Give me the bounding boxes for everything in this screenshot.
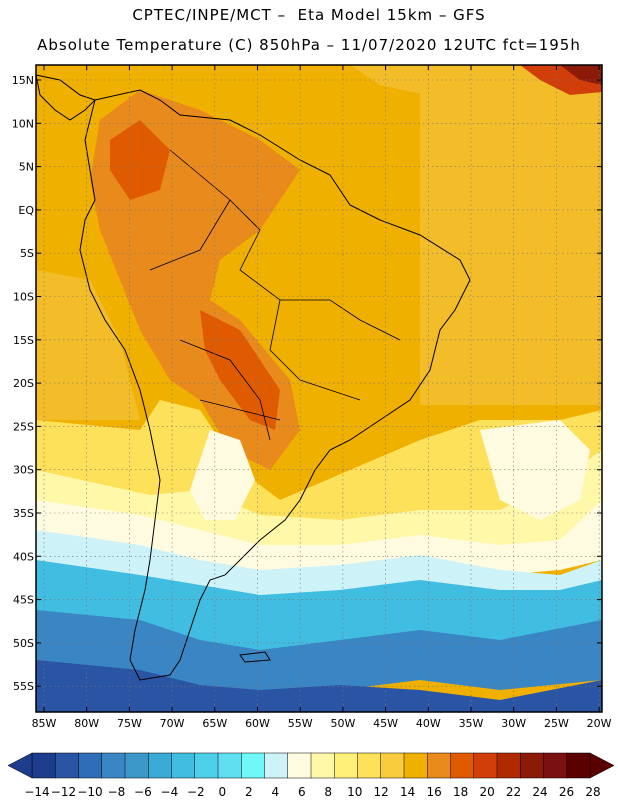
legend-swatch bbox=[241, 752, 266, 779]
lon-tick-label: 65W bbox=[202, 717, 227, 730]
temperature-map: 15N 10N 5N EQ 5S 10S 15S 20S 25S 30S 35S 40S 45S 50S 5… bbox=[12, 64, 612, 730]
field-lightcyan-plume bbox=[190, 430, 255, 520]
legend-swatch bbox=[520, 752, 545, 779]
legend-label: −10 bbox=[77, 785, 102, 799]
legend-swatch bbox=[403, 752, 428, 779]
legend-swatch bbox=[566, 752, 591, 779]
field-hot-ne-corner-core bbox=[560, 65, 602, 85]
field-atlantic-cream bbox=[480, 420, 590, 520]
lon-tick-label: 50W bbox=[330, 717, 355, 730]
legend-swatch bbox=[543, 752, 568, 779]
lat-tick-label: 10N bbox=[12, 117, 34, 130]
legend-label: 18 bbox=[453, 785, 468, 799]
legend-label: 8 bbox=[324, 785, 332, 799]
lat-tick-label: 30S bbox=[13, 464, 34, 477]
legend-arrow-right bbox=[589, 752, 615, 779]
lon-tick-label: 60W bbox=[245, 717, 270, 730]
legend-swatch bbox=[450, 752, 475, 779]
legend-label: 28 bbox=[585, 785, 600, 799]
color-legend: −14 −12 −10 −8 −6 −4 −2 0 2 4 6 8 10 12 14 16 18 20 22 24 26… bbox=[7, 752, 615, 799]
legend-swatch bbox=[148, 752, 173, 779]
legend-arrow-left bbox=[7, 752, 33, 779]
legend-swatch bbox=[357, 752, 382, 779]
lon-tick-label: 20W bbox=[587, 717, 612, 730]
legend-swatch bbox=[264, 752, 289, 779]
legend-label: 4 bbox=[271, 785, 279, 799]
legend-label: −4 bbox=[161, 785, 179, 799]
lat-tick-label: 5N bbox=[19, 161, 34, 174]
falkland-islands bbox=[239, 651, 271, 663]
legend-label: −8 bbox=[108, 785, 126, 799]
legend-swatch bbox=[124, 752, 149, 779]
legend-labels: −14 −12 −10 −8 −6 −4 −2 0 2 4 6 8 10 12 14 16 18 20 22 24 26… bbox=[24, 785, 600, 799]
legend-label: 26 bbox=[559, 785, 574, 799]
legend-label: 10 bbox=[347, 785, 362, 799]
legend-swatch bbox=[194, 752, 219, 779]
lon-tick-label: 40W bbox=[416, 717, 441, 730]
legend-label: −2 bbox=[187, 785, 205, 799]
lat-tick-label: 10S bbox=[13, 291, 34, 304]
title-line-2: Absolute Temperature (C) 850hPa – 11/07/… bbox=[37, 36, 581, 54]
lon-tick-label: 25W bbox=[544, 717, 569, 730]
legend-label: 6 bbox=[298, 785, 306, 799]
lat-tick-label: 20S bbox=[13, 377, 34, 390]
legend-swatch bbox=[427, 752, 452, 779]
legend-swatch bbox=[287, 752, 312, 779]
lat-tick-label: 5S bbox=[20, 247, 34, 260]
legend-label: 22 bbox=[506, 785, 521, 799]
legend-swatch bbox=[496, 752, 521, 779]
lon-tick-label: 30W bbox=[501, 717, 526, 730]
legend-swatch bbox=[101, 752, 126, 779]
lat-tick-label: 40S bbox=[13, 550, 34, 563]
legend-swatch bbox=[473, 752, 498, 779]
legend-swatch bbox=[310, 752, 335, 779]
legend-label: −14 bbox=[24, 785, 49, 799]
lat-tick-label: EQ bbox=[18, 204, 34, 217]
legend-swatch bbox=[78, 752, 103, 779]
legend-swatch bbox=[217, 752, 242, 779]
field-northeast bbox=[420, 65, 602, 405]
legend-label: −12 bbox=[51, 785, 76, 799]
legend-swatch bbox=[380, 752, 405, 779]
lon-tick-label: 55W bbox=[288, 717, 313, 730]
lon-tick-label: 75W bbox=[117, 717, 142, 730]
lat-tick-label: 55S bbox=[13, 680, 34, 693]
legend-label: 24 bbox=[532, 785, 547, 799]
legend-bar bbox=[7, 752, 615, 779]
legend-label: 16 bbox=[427, 785, 442, 799]
lat-tick-label: 15S bbox=[13, 334, 34, 347]
lat-tick-label: 45S bbox=[13, 594, 34, 607]
lat-tick-label: 50S bbox=[13, 637, 34, 650]
legend-label: 0 bbox=[219, 785, 227, 799]
legend-label: 12 bbox=[374, 785, 389, 799]
lon-tick-label: 85W bbox=[32, 717, 57, 730]
lat-tick-label: 15N bbox=[12, 74, 34, 87]
field-andes-hot bbox=[110, 120, 170, 200]
lon-tick-label: 45W bbox=[373, 717, 398, 730]
legend-swatch bbox=[334, 752, 359, 779]
lat-tick-label: 35S bbox=[13, 507, 34, 520]
coastline-south-america bbox=[79, 89, 471, 681]
legend-swatch bbox=[171, 752, 196, 779]
lon-tick-label: 70W bbox=[160, 717, 185, 730]
legend-label: 20 bbox=[479, 785, 494, 799]
title-line-1: CPTEC/INPE/MCT – Eta Model 15km – GFS bbox=[132, 6, 486, 24]
field-west-pacific bbox=[36, 270, 140, 420]
field-deepblue-band bbox=[36, 660, 602, 712]
coastline-central-america bbox=[35, 74, 96, 121]
field-midblue-band bbox=[36, 610, 602, 700]
legend-label: 14 bbox=[400, 785, 415, 799]
lat-tick-label: 25S bbox=[13, 420, 34, 433]
legend-swatch bbox=[55, 752, 80, 779]
map-frame bbox=[35, 64, 603, 713]
legend-swatch bbox=[31, 752, 56, 779]
legend-label: 2 bbox=[245, 785, 253, 799]
axis-ticks: 15N 10N 5N EQ 5S 10S 15S 20S 25S 30S 35S 40S 45S 50S 5… bbox=[12, 65, 612, 730]
legend-label: −6 bbox=[134, 785, 152, 799]
lon-tick-label: 80W bbox=[74, 717, 99, 730]
lon-tick-label: 35W bbox=[459, 717, 484, 730]
